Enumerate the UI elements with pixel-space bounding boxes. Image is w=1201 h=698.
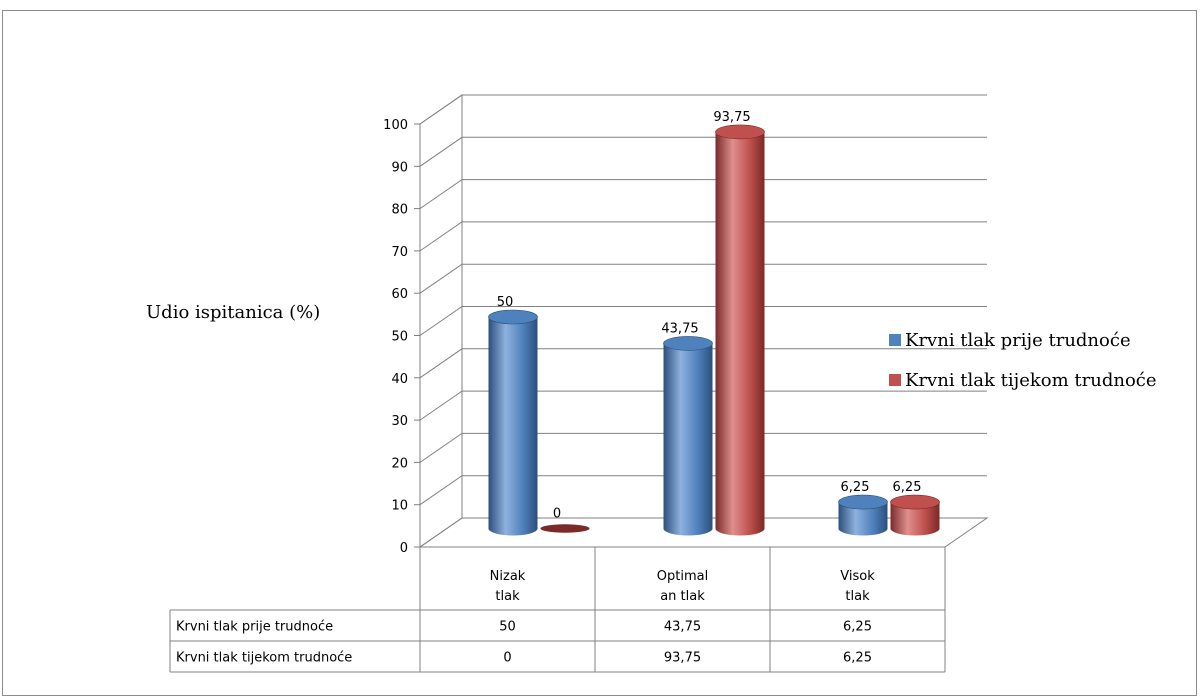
bar-top [663,336,713,351]
table-category-label: Visok [840,569,875,584]
y-tick-label: 70 [391,245,408,260]
data-label: 43,75 [661,321,698,336]
bar-body [890,502,940,536]
gridline [419,348,987,379]
gridline [419,221,987,252]
table-cell: 6,25 [843,651,872,666]
gridline [419,263,987,294]
bar-top [890,494,940,510]
table-cell: 50 [499,620,516,635]
y-tick-label: 80 [391,203,408,218]
y-axis-label: Udio ispitanica (%) [146,302,320,323]
gridline [419,390,987,421]
bar-krvni-tlak-prije-trudnoće-0 [488,309,538,536]
data-label: 0 [553,507,561,522]
gridlines [414,94,987,548]
legend: Krvni tlak prije trudnoće Krvni tlak tije… [889,330,1157,391]
legend-label: Krvni tlak prije trudnoće [905,330,1131,351]
y-tick-label: 40 [391,372,408,387]
gridline [419,432,987,463]
bar-krvni-tlak-tijekom-trudnoće-2 [890,494,940,536]
table-cell: 43,75 [664,620,701,635]
bar-top [488,309,538,325]
y-tick-label: 10 [391,499,408,514]
gridline [419,306,987,336]
y-tick-label: 30 [391,414,408,429]
gridline [419,475,987,506]
bar-krvni-tlak-tijekom-trudnoće-1 [715,124,765,536]
gridline [419,179,987,210]
data-label: 50 [497,295,514,310]
bar-body [663,343,713,536]
legend-swatch [889,374,901,386]
y-tick-label: 0 [400,541,408,556]
gridline [419,94,987,125]
table-category-label: tlak [495,589,520,604]
y-tick-label: 100 [383,118,408,133]
legend-label: Krvni tlak tijekom trudnoće [905,370,1157,391]
chart-frame [2,10,1197,696]
bar-krvni-tlak-prije-trudnoće-1 [663,336,713,536]
gridline [419,136,987,167]
y-tick-label: 50 [391,330,408,345]
bar-body [488,317,538,536]
data-label: 6,25 [893,480,922,495]
table-cell: 0 [503,651,511,666]
table-cell: 6,25 [843,620,872,635]
bar-body [715,131,765,536]
table-category-label: Nizak [490,569,526,584]
table-cell: 93,75 [664,651,701,666]
legend-swatch [889,334,901,346]
bar-krvni-tlak-prije-trudnoće-2 [838,494,888,536]
y-tick-label: 60 [391,287,408,302]
bar-top [540,524,590,533]
y-tick-labels: 0 10 20 30 40 50 60 70 80 90 100 [383,118,408,556]
y-tick-label: 90 [391,160,408,175]
bars [488,124,940,536]
data-table: Nizak tlak Optimal an tlak Visok tlak Krvni tl… [169,546,946,673]
table-category-label: tlak [845,589,870,604]
data-label: 6,25 [841,480,870,495]
bar-top [838,494,888,510]
table-series-label: Krvni tlak tijekom trudnoće [176,651,352,666]
data-labels: 50 0 43,75 93,75 6,25 6,25 [497,110,922,522]
table-category-label: Optimal [657,569,708,584]
bar-body [838,502,888,536]
y-tick-label: 20 [391,456,408,471]
data-label: 93,75 [713,110,750,125]
table-series-label: Krvni tlak prije trudnoće [176,620,333,635]
table-category-label: an tlak [660,589,705,604]
bar-krvni-tlak-tijekom-trudnoće-0 [540,524,590,533]
bar-top [715,124,765,140]
